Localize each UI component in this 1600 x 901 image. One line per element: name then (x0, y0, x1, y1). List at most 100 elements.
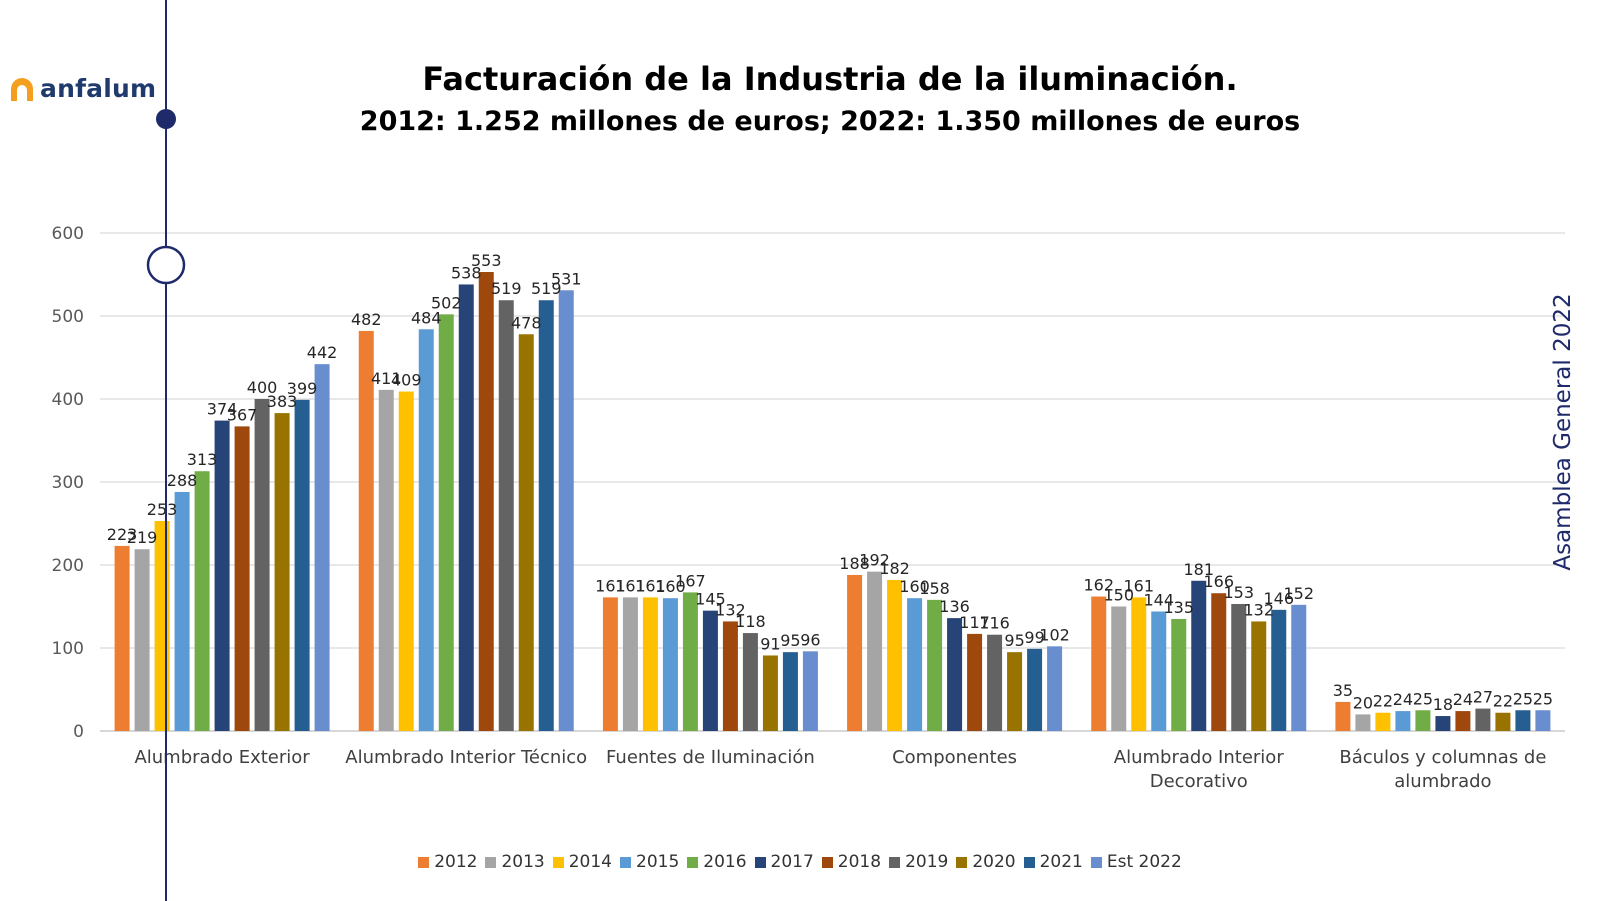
data-label: 161 (1123, 576, 1154, 595)
bar (622, 597, 638, 731)
bar (1375, 712, 1391, 731)
legend-swatch (1090, 856, 1102, 868)
legend-swatch (620, 856, 631, 868)
bar (1495, 712, 1511, 731)
legend-swatch (754, 856, 766, 868)
data-label: 288 (167, 471, 198, 490)
bar (458, 284, 474, 731)
bar (742, 633, 758, 731)
data-label: 145 (695, 590, 726, 609)
data-label: 553 (471, 251, 502, 270)
data-label: 24 (1393, 690, 1413, 709)
legend-label: 2019 (905, 852, 949, 872)
category-label: Decorativo (1150, 771, 1248, 792)
legend-label: 2020 (972, 852, 1016, 872)
legend-label: 2017 (770, 852, 814, 872)
data-label: 25 (1533, 689, 1553, 708)
data-label: 91 (760, 634, 780, 653)
bar (1251, 621, 1267, 731)
bar (947, 618, 963, 731)
bar (1047, 646, 1063, 731)
legend-item: 2021 (1023, 852, 1083, 872)
data-label: 95 (780, 631, 800, 650)
data-label: 538 (451, 263, 482, 282)
bar (154, 521, 170, 731)
bar (1007, 652, 1023, 731)
data-label: 442 (307, 343, 338, 362)
bar (602, 597, 618, 731)
data-label: 181 (1183, 560, 1214, 579)
legend-item: 2012 (418, 852, 477, 872)
bar (907, 598, 923, 731)
anfalum-logo: anfalum (8, 74, 156, 103)
bar (1355, 714, 1371, 731)
data-label: 160 (655, 577, 686, 596)
data-label: 117 (959, 613, 990, 632)
bar (538, 300, 554, 731)
legend-label: 2016 (703, 852, 747, 872)
data-label: 27 (1473, 688, 1493, 707)
bars (114, 272, 1551, 731)
legend-swatch (821, 856, 833, 868)
category-label: Fuentes de Iluminación (606, 747, 815, 768)
data-label: 367 (227, 405, 258, 424)
data-label: 409 (391, 371, 422, 390)
y-tick-label: 0 (73, 722, 84, 742)
bar (1211, 593, 1227, 731)
legend-item: 2019 (889, 852, 948, 872)
bar (847, 574, 863, 731)
data-label: 192 (859, 551, 890, 570)
bar (1455, 711, 1471, 731)
bar (274, 413, 290, 731)
bar (358, 330, 374, 731)
data-label: 136 (939, 597, 970, 616)
data-label: 478 (511, 313, 542, 332)
legend-label: 2015 (636, 852, 680, 872)
data-label: 144 (1143, 590, 1174, 609)
data-label: 152 (1283, 584, 1314, 603)
data-label: 150 (1103, 586, 1134, 605)
category-label: Componentes (892, 747, 1017, 768)
bar (498, 300, 514, 731)
bar (1231, 604, 1247, 731)
legend-swatch (552, 856, 564, 868)
y-tick-label: 400 (52, 390, 84, 410)
legend-label: Est 2022 (1106, 852, 1182, 872)
bar (762, 655, 778, 731)
bar (558, 290, 574, 731)
category-label: Alumbrado Interior (1114, 747, 1285, 768)
legend-item: 2015 (620, 852, 679, 872)
data-label: 161 (635, 576, 666, 595)
bar (1395, 711, 1411, 731)
data-label: 158 (919, 579, 950, 598)
logo-text: anfalum (40, 74, 157, 103)
data-label: 22 (1493, 692, 1513, 711)
y-axis-ticks: 0 100 200 300 400 500 600 (52, 224, 84, 742)
category-label: Alumbrado Exterior (134, 747, 310, 768)
legend-swatch (687, 856, 699, 868)
bar (662, 598, 678, 731)
data-label: 153 (1223, 583, 1254, 602)
bar (174, 491, 190, 731)
bar (1271, 609, 1287, 731)
data-label: 99 (1024, 628, 1044, 647)
category-label: alumbrado (1394, 771, 1491, 792)
data-label: 22 (1373, 692, 1393, 711)
data-label: 161 (615, 576, 646, 595)
legend-label: 2018 (837, 852, 882, 872)
data-label: 132 (1243, 600, 1274, 619)
data-label: 519 (491, 279, 522, 298)
bar (722, 621, 738, 731)
data-label: 24 (1453, 690, 1473, 709)
category-label: Alumbrado Interior Técnico (345, 747, 587, 768)
legend-label: 2012 (434, 852, 478, 872)
legend-label: 2021 (1039, 852, 1083, 872)
y-tick-label: 300 (52, 473, 84, 493)
data-label: 411 (371, 369, 402, 388)
legend-swatch (889, 856, 901, 868)
data-label: 519 (531, 279, 562, 298)
legend-swatch (485, 856, 497, 868)
bar (254, 399, 270, 731)
bar (114, 545, 130, 731)
